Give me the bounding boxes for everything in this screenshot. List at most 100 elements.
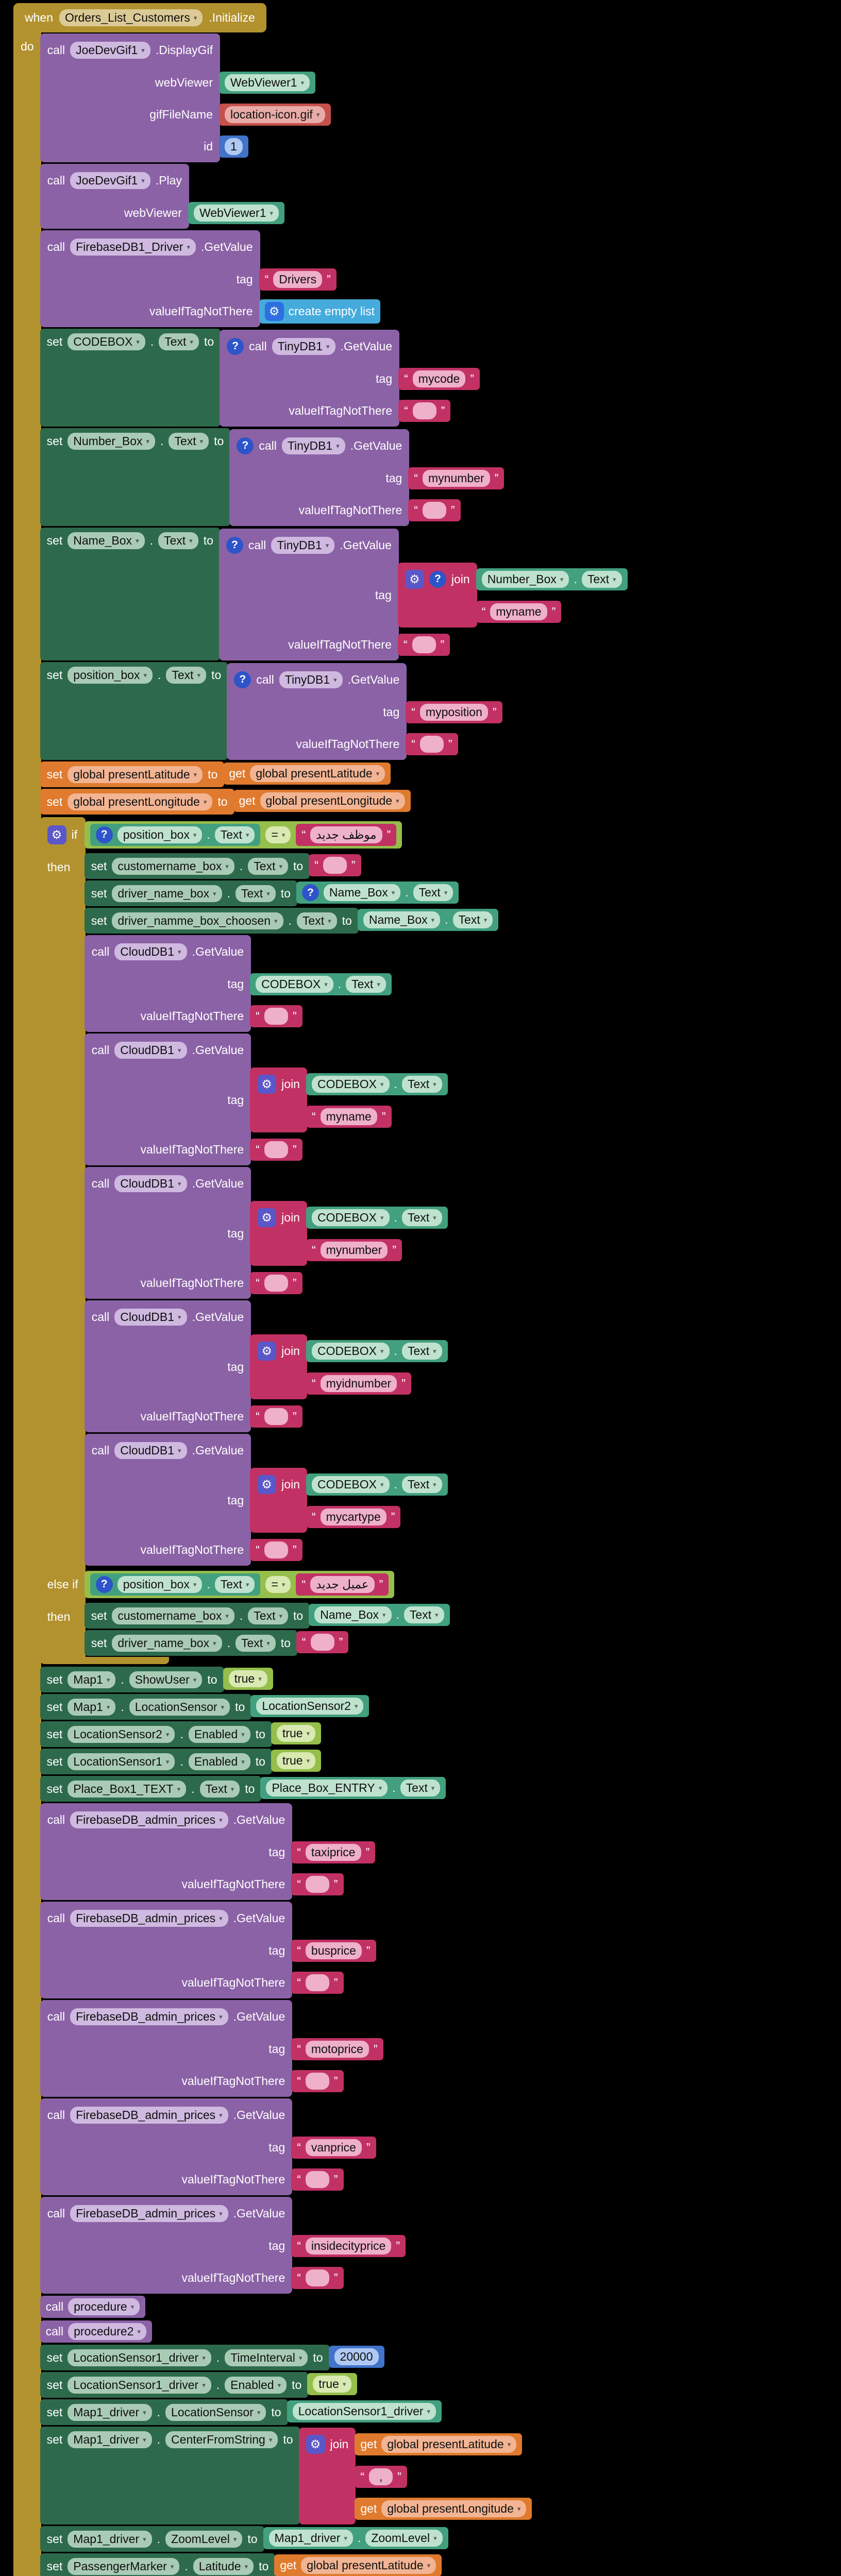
text-field[interactable] bbox=[419, 735, 444, 753]
set-block[interactable]: set position_box ▾. Text ▾ to? call TinyDB1 ▾ .Ge… bbox=[40, 662, 502, 760]
compare-block[interactable]: ? position_box ▾. Text ▾ = ▾ “ عميل جديد ” bbox=[84, 1570, 395, 1598]
property-dropdown[interactable]: Latitude ▾ bbox=[193, 2557, 254, 2575]
variable-dropdown[interactable]: global presentLongitude ▾ bbox=[68, 793, 213, 810]
component-dropdown[interactable]: FirebaseDB_admin_prices ▾ bbox=[70, 2106, 228, 2124]
component-dropdown[interactable]: FirebaseDB_admin_prices ▾ bbox=[70, 2008, 228, 2025]
text-block[interactable]: “ vanprice ” bbox=[291, 2136, 376, 2159]
component-dropdown[interactable]: position_box ▾ bbox=[117, 826, 203, 843]
getter-block[interactable]: CODEBOX ▾. Text ▾ bbox=[250, 973, 392, 995]
question-icon[interactable]: ? bbox=[227, 337, 244, 355]
getter-block[interactable]: Number_Box ▾. Text ▾ bbox=[476, 568, 628, 590]
text-block[interactable]: “ موظف جديد ” bbox=[296, 823, 397, 846]
text-block[interactable]: “ ” bbox=[398, 399, 451, 422]
property-dropdown[interactable]: Text ▾ bbox=[159, 333, 199, 350]
text-block[interactable]: “ ” bbox=[250, 1538, 302, 1561]
component-dropdown[interactable]: CODEBOX ▾ bbox=[311, 1209, 390, 1226]
set-block[interactable]: set PassengerMarker ▾. Latitude ▾ to get global… bbox=[40, 2553, 442, 2576]
question-icon[interactable]: ? bbox=[429, 570, 446, 588]
property-dropdown[interactable]: Text ▾ bbox=[401, 1342, 442, 1360]
component-dropdown[interactable]: CloudDB1 ▾ bbox=[114, 1308, 187, 1326]
property-dropdown[interactable]: Enabled ▾ bbox=[188, 1725, 250, 1743]
set-block[interactable]: set Place_Box1_TEXT ▾. Text ▾ to Place_Box_ENT… bbox=[40, 1776, 446, 1802]
text-block[interactable]: “ ” bbox=[291, 2070, 344, 2092]
text-field[interactable]: motoprice bbox=[305, 2040, 369, 2058]
procedure-call-block[interactable]: call procedure2 ▾ bbox=[40, 2320, 152, 2343]
text-block[interactable]: “ myname ” bbox=[306, 1105, 392, 1128]
event-block[interactable]: when Orders_List_Customers ▾ .Initialize do c… bbox=[13, 3, 841, 2576]
property-dropdown[interactable]: Text ▾ bbox=[581, 570, 622, 588]
text-block[interactable]: “ motoprice ” bbox=[291, 2038, 383, 2060]
text-field[interactable] bbox=[264, 1007, 288, 1025]
text-field[interactable] bbox=[264, 1541, 288, 1558]
component-dropdown[interactable]: Name_Box ▾ bbox=[314, 1606, 392, 1623]
component-dropdown[interactable]: CloudDB1 ▾ bbox=[114, 1041, 187, 1059]
getter-block[interactable]: ? position_box ▾. Text ▾ bbox=[90, 823, 261, 846]
join-block[interactable]: ⚙ join CODEBOX ▾. Text ▾ “ mynumber ” bbox=[250, 1201, 448, 1266]
property-dropdown[interactable]: LocationSensor ▾ bbox=[165, 2403, 266, 2421]
variable-get-block[interactable]: get global presentLongitude ▾ bbox=[355, 2497, 532, 2520]
call-block[interactable]: call FirebaseDB_admin_prices ▾ .GetValue tag… bbox=[40, 1902, 376, 1998]
component-dropdown[interactable]: driver_namme_box_choosen ▾ bbox=[112, 912, 283, 929]
set-block[interactable]: set driver_namme_box_choosen ▾. Text ▾ to Name… bbox=[84, 908, 499, 934]
boolean-block[interactable]: true ▾ bbox=[271, 1722, 322, 1744]
operator-dropdown[interactable]: = ▾ bbox=[265, 826, 291, 843]
question-icon[interactable]: ? bbox=[226, 536, 243, 554]
component-block[interactable]: LocationSensor1_driver ▾ bbox=[287, 2400, 442, 2422]
component-dropdown[interactable]: Name_Box ▾ bbox=[68, 532, 145, 549]
text-block[interactable]: “ ” bbox=[291, 1873, 344, 1895]
component-dropdown[interactable]: LocationSensor1 ▾ bbox=[68, 1753, 175, 1770]
text-field[interactable]: عميل جديد bbox=[310, 1575, 375, 1593]
variable-dropdown[interactable]: global presentLatitude ▾ bbox=[68, 766, 203, 783]
component-dropdown[interactable]: customername_box ▾ bbox=[112, 857, 234, 875]
text-field[interactable] bbox=[412, 636, 436, 653]
variable-dropdown[interactable]: global presentLatitude ▾ bbox=[250, 765, 385, 782]
component-dropdown[interactable]: customername_box ▾ bbox=[112, 1607, 234, 1624]
boolean-dropdown[interactable]: true ▾ bbox=[228, 1670, 267, 1687]
call-block[interactable]: call CloudDB1 ▾ .GetValue tag ⚙ join CODEBOX ▾. T… bbox=[84, 1300, 448, 1432]
text-field[interactable] bbox=[305, 2269, 329, 2286]
call-block[interactable]: call FirebaseDB_admin_prices ▾ .GetValue tag… bbox=[40, 1803, 376, 1900]
variable-dropdown[interactable]: global presentLatitude ▾ bbox=[381, 2435, 517, 2453]
call-block[interactable]: call CloudDB1 ▾ .GetValue tag ⚙ join CODEBOX ▾. T… bbox=[84, 1434, 448, 1566]
property-dropdown[interactable]: Text ▾ bbox=[169, 432, 209, 450]
component-dropdown[interactable]: driver_name_box ▾ bbox=[112, 885, 222, 902]
boolean-block[interactable]: true ▾ bbox=[223, 1668, 273, 1690]
component-dropdown[interactable]: Name_Box ▾ bbox=[363, 911, 441, 928]
text-block[interactable]: “ ” bbox=[291, 2266, 344, 2289]
text-block[interactable]: “ ” bbox=[408, 499, 461, 521]
getter-block[interactable]: CODEBOX ▾. Text ▾ bbox=[306, 1073, 448, 1095]
component-dropdown[interactable]: JoeDevGif1 ▾ bbox=[70, 41, 150, 59]
variable-dropdown[interactable]: global presentLatitude ▾ bbox=[301, 2557, 436, 2574]
call-value-block[interactable]: ? call TinyDB1 ▾ .GetValue tag “ mynumber ” value… bbox=[229, 429, 504, 526]
compare-block[interactable]: ? position_box ▾. Text ▾ = ▾ “ موظف جديد ” bbox=[84, 821, 402, 849]
component-dropdown[interactable]: Number_Box ▾ bbox=[481, 570, 569, 588]
component-dropdown[interactable]: driver_name_box ▾ bbox=[112, 1634, 222, 1652]
text-field[interactable]: mynumber bbox=[423, 469, 490, 487]
text-block[interactable]: “ mynumber ” bbox=[408, 467, 504, 489]
set-block[interactable]: set driver_name_box ▾. Text ▾ to? Name_Box ▾. Te… bbox=[84, 880, 459, 906]
variable-get-block[interactable]: get global presentLatitude ▾ bbox=[274, 2554, 442, 2576]
getter-block[interactable]: CODEBOX ▾. Text ▾ bbox=[306, 1340, 448, 1362]
gear-icon[interactable]: ⚙ bbox=[306, 2434, 325, 2454]
component-dropdown[interactable]: LocationSensor2 ▾ bbox=[68, 1725, 175, 1743]
call-block[interactable]: call JoeDevGif1 ▾ .Play webViewer WebViewer1 ▾ bbox=[40, 164, 285, 229]
if-block[interactable]: ⚙ if? position_box ▾. Text ▾ = ▾ “موظف جديد” then… bbox=[40, 817, 499, 1664]
number-field[interactable]: 20000 bbox=[334, 2348, 379, 2365]
boolean-block[interactable]: true ▾ bbox=[271, 1750, 322, 1772]
set-block[interactable]: set driver_name_box ▾. Text ▾ to “ ” bbox=[84, 1630, 349, 1656]
text-field[interactable] bbox=[305, 1974, 329, 1991]
component-dropdown[interactable]: Orders_List_Customers ▾ bbox=[59, 9, 203, 26]
text-block[interactable]: “ insidecityprice ” bbox=[291, 2234, 406, 2257]
text-block[interactable]: “ عميل جديد ” bbox=[296, 1573, 389, 1596]
component-dropdown[interactable]: FirebaseDB_admin_prices ▾ bbox=[70, 1811, 228, 1828]
text-block[interactable]: “ mynumber ” bbox=[306, 1239, 402, 1261]
property-dropdown[interactable]: Text ▾ bbox=[158, 532, 198, 549]
text-block[interactable]: “ taxiprice ” bbox=[291, 1841, 376, 1863]
component-dropdown[interactable]: FirebaseDB1_Driver ▾ bbox=[70, 238, 196, 256]
variable-set-block[interactable]: set global presentLatitude ▾ to get global pr… bbox=[40, 761, 391, 787]
boolean-dropdown[interactable]: true ▾ bbox=[276, 1725, 316, 1742]
component-dropdown[interactable]: Number_Box ▾ bbox=[68, 432, 156, 450]
question-icon[interactable]: ? bbox=[237, 437, 254, 454]
text-field[interactable]: mycode bbox=[412, 370, 466, 387]
boolean-dropdown[interactable]: true ▾ bbox=[276, 1752, 316, 1769]
